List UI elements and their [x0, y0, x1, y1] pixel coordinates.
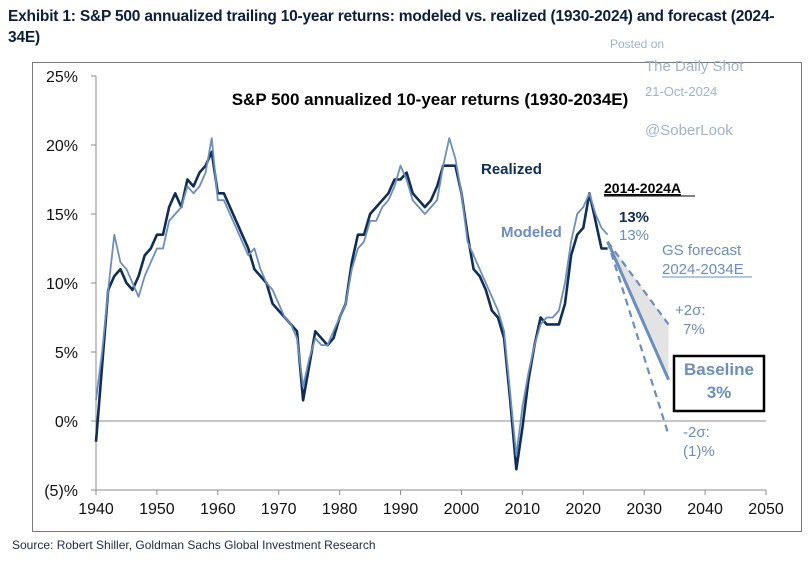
- watermark-handle: @SoberLook: [645, 122, 733, 139]
- x-tick-label: 2000: [444, 501, 480, 518]
- realized-value: 13%: [619, 209, 649, 226]
- period-label: 2014-2024A: [604, 180, 681, 196]
- watermark-posted-on: Posted on: [610, 37, 665, 51]
- y-tick-label: 10%: [46, 276, 78, 293]
- chart-frame: [32, 62, 802, 532]
- forecast-upper-line: [606, 240, 670, 326]
- chart-axes: [91, 75, 767, 495]
- series-line-modeled: [95, 137, 609, 457]
- baseline-label-line1: Baseline: [684, 360, 754, 379]
- x-tick-label: 2050: [748, 501, 784, 518]
- x-tick-label: 2030: [626, 501, 662, 518]
- forecast-lines: [606, 240, 670, 436]
- forecast-label-line1: GS forecast: [662, 242, 742, 259]
- modeled-label: Modeled: [501, 224, 562, 241]
- y-tick-label: 20%: [46, 138, 78, 155]
- upper-label-line2: 7%: [683, 321, 705, 338]
- y-tick-label: 0%: [55, 414, 78, 431]
- baseline-label-line2: 3%: [707, 383, 732, 402]
- source-note: Source: Robert Shiller, Goldman Sachs Gl…: [12, 538, 376, 552]
- lower-label-line1: -2σ:: [683, 424, 710, 441]
- x-tick-label: 1960: [200, 501, 236, 518]
- x-tick-label: 1990: [383, 501, 419, 518]
- watermark-publisher: The Daily Shot: [645, 58, 744, 75]
- y-tick-label: 25%: [46, 69, 78, 86]
- y-tick-label: (5)%: [44, 483, 78, 500]
- watermark-date: 21-Oct-2024: [645, 84, 718, 99]
- x-tick-label: 1970: [261, 501, 297, 518]
- x-tick-label: 1950: [139, 501, 175, 518]
- series-line-realized: [94, 150, 608, 471]
- realized-label: Realized: [481, 161, 542, 178]
- upper-label-line1: +2σ:: [675, 302, 706, 319]
- baseline-box: [672, 354, 766, 413]
- tick-labels: 25% 20% 15% 10% 5% 0% (5)%1940 1950 1960 1970 1980…: [44, 69, 784, 518]
- modeled-value: 13%: [619, 227, 649, 244]
- chart-title: S&P 500 annualized 10-year returns (1930…: [232, 90, 629, 109]
- x-tick-label: 2020: [565, 501, 601, 518]
- y-tick-label: 15%: [46, 207, 78, 224]
- x-tick-label: 2010: [505, 501, 541, 518]
- forecast-label-line2: 2024-2034E: [662, 261, 744, 278]
- series-lines: [94, 137, 609, 471]
- forecast-baseline-line: [606, 240, 670, 381]
- exhibit-title: Exhibit 1: S&P 500 annualized trailing 1…: [8, 8, 775, 46]
- x-tick-label: 1940: [78, 501, 114, 518]
- lower-label-line2: (1)%: [683, 443, 715, 460]
- x-tick-label: 1980: [322, 501, 358, 518]
- x-tick-label: 2040: [687, 501, 723, 518]
- y-tick-label: 5%: [55, 345, 78, 362]
- forecast-lower-line: [606, 241, 670, 436]
